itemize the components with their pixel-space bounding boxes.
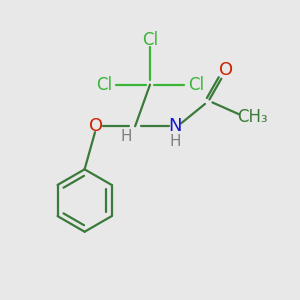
Text: H: H <box>121 129 132 144</box>
Text: H: H <box>169 134 181 148</box>
Text: O: O <box>219 61 233 79</box>
Text: Cl: Cl <box>188 76 204 94</box>
Text: Cl: Cl <box>96 76 112 94</box>
Text: Cl: Cl <box>142 31 158 49</box>
Text: N: N <box>169 117 182 135</box>
Text: O: O <box>89 117 103 135</box>
Text: CH₃: CH₃ <box>237 108 268 126</box>
